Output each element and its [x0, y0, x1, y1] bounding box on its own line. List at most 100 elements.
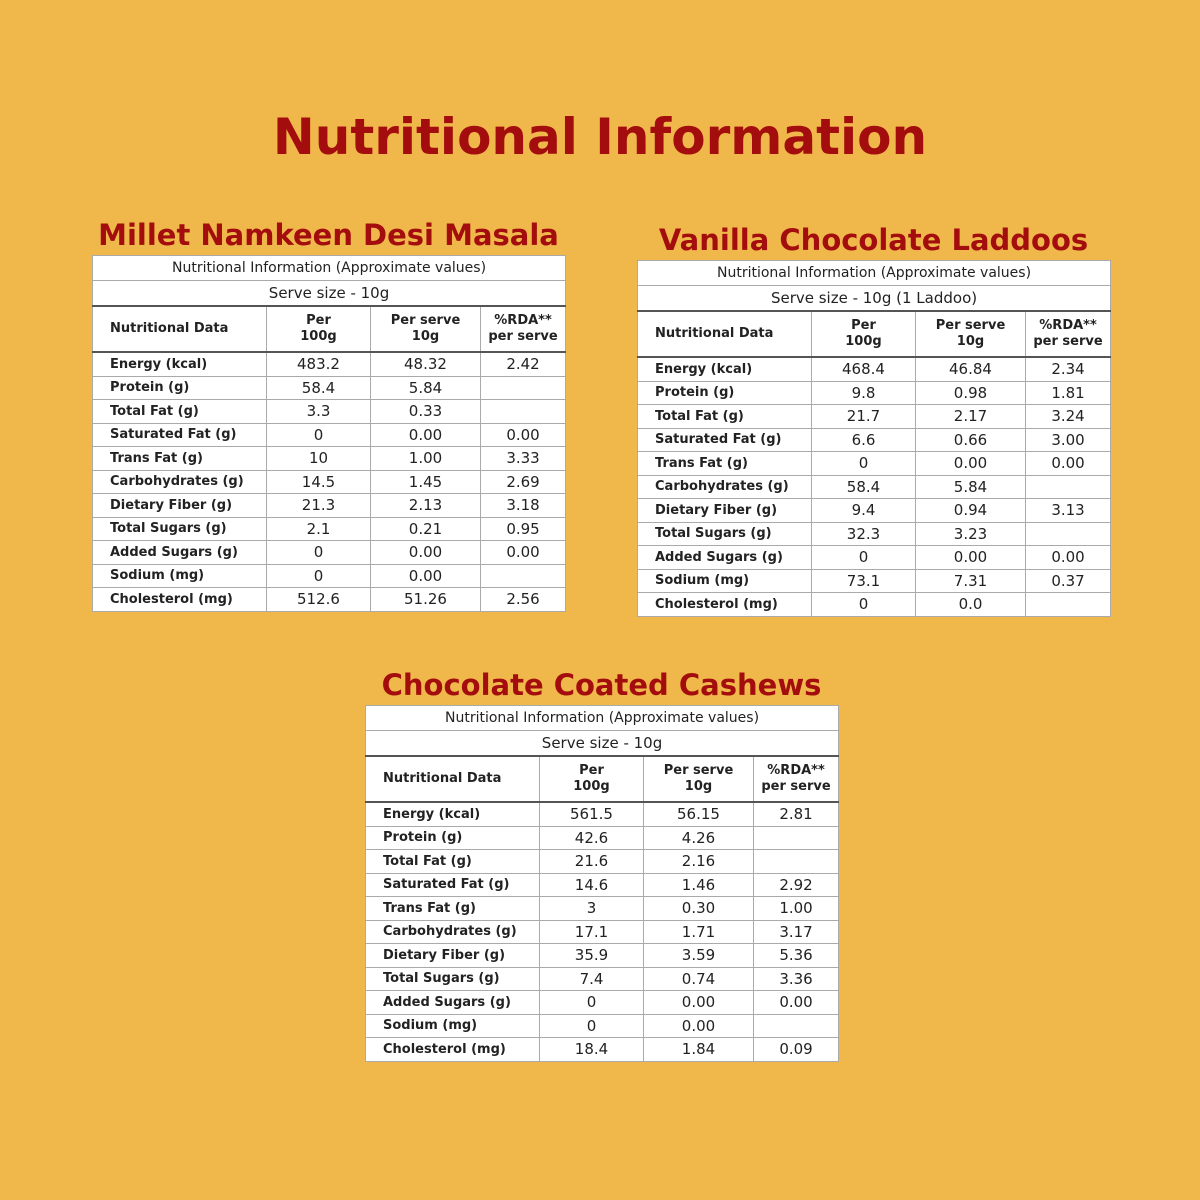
nutrition-table: Nutritional Information (Approximate val… [91, 255, 567, 612]
table-row: Dietary Fiber (g) 35.9 3.59 5.36 [365, 943, 840, 968]
table-row: Cholesterol (mg) 0 0.0 [637, 592, 1112, 617]
serve-row: Serve size - 10g [364, 730, 840, 757]
table-row: Dietary Fiber (g) 21.3 2.13 3.18 [92, 493, 567, 518]
header-line: Nutritional Data [383, 771, 502, 786]
table-row: Carbohydrates (g) 58.4 5.84 [637, 474, 1112, 499]
nutrient-value: 1.00 [370, 446, 481, 471]
serve-row: Serve size - 10g [91, 280, 567, 307]
nutrient-value [1024, 521, 1112, 546]
header-line: 100g [845, 334, 882, 349]
nutrient-value: 0.00 [643, 1013, 754, 1038]
column-header: Per 100g [811, 310, 916, 358]
nutrient-value: 0.00 [915, 545, 1026, 570]
serve-size: Serve size - 10g [91, 280, 567, 307]
nutrient-value: 9.4 [811, 498, 916, 523]
column-header: Per serve 10g [643, 755, 754, 803]
nutrient-value: 73.1 [811, 568, 916, 593]
nutrient-value: 2.17 [915, 404, 1026, 429]
nutrient-value: 2.34 [1024, 356, 1112, 382]
header-row: Nutritional Data Per 100g Per serve 10g %RDA*… [92, 305, 567, 353]
table-row: Sodium (mg) 73.1 7.31 0.37 [637, 568, 1112, 593]
nutrient-value: 58.4 [266, 375, 371, 400]
nutrient-value: 6.6 [811, 427, 916, 452]
nutrient-value: 35.9 [539, 943, 644, 968]
nutrient-value: 5.84 [370, 375, 481, 400]
table-row: Cholesterol (mg) 18.4 1.84 0.09 [365, 1037, 840, 1062]
header-line: per serve [761, 779, 831, 794]
header-line: 10g [411, 329, 440, 344]
nutrient-value: 0 [811, 545, 916, 570]
nutrient-value: 10 [266, 446, 371, 471]
nutrient-name: Protein (g) [92, 375, 267, 400]
column-header: Nutritional Data [637, 310, 812, 358]
table-row: Total Sugars (g) 32.3 3.23 [637, 521, 1112, 546]
column-header: Nutritional Data [365, 755, 540, 803]
table-row: Protein (g) 58.4 5.84 [92, 375, 567, 400]
nutrient-name: Sodium (mg) [365, 1013, 540, 1038]
nutrition-table: Nutritional Information (Approximate val… [636, 260, 1112, 617]
nutrient-name: Added Sugars (g) [365, 990, 540, 1015]
table-row: Energy (kcal) 468.4 46.84 2.34 [637, 356, 1112, 382]
column-header: Per 100g [539, 755, 644, 803]
nutrient-name: Cholesterol (mg) [92, 587, 267, 612]
header-line: Nutritional Data [110, 321, 229, 336]
nutrient-value: 0.09 [752, 1037, 840, 1062]
nutrient-value: 0.30 [643, 896, 754, 921]
nutrient-value: 0.00 [370, 540, 481, 565]
nutrient-name: Energy (kcal) [365, 801, 540, 827]
nutrient-value: 0 [266, 540, 371, 565]
table-body: Nutritional Information (Approximate val… [91, 255, 567, 612]
nutrient-value: 1.84 [643, 1037, 754, 1062]
header-line: Per serve [390, 313, 461, 328]
nutrient-name: Total Fat (g) [637, 404, 812, 429]
header-line: Per [851, 318, 876, 333]
nutrient-value: 2.42 [479, 351, 567, 377]
nutrient-value: 7.31 [915, 568, 1026, 593]
table-body: Nutritional Information (Approximate val… [364, 705, 840, 1062]
table-row: Saturated Fat (g) 6.6 0.66 3.00 [637, 427, 1112, 452]
nutrient-value: 2.92 [752, 872, 840, 897]
nutrient-value: 3.24 [1024, 404, 1112, 429]
nutrient-value: 0.0 [915, 592, 1026, 617]
nutrient-value: 0.21 [370, 516, 481, 541]
table-row: Saturated Fat (g) 0 0.00 0.00 [92, 422, 567, 447]
nutrient-value: 0.98 [915, 380, 1026, 405]
nutrient-value: 0 [266, 563, 371, 588]
nutrient-value: 17.1 [539, 919, 644, 944]
nutrient-value: 2.13 [370, 493, 481, 518]
table-caption: Nutritional Information (Approximate val… [91, 255, 567, 281]
nutrient-value: 0.95 [479, 516, 567, 541]
nutrient-value: 51.26 [370, 587, 481, 612]
nutrient-value [752, 825, 840, 850]
nutrient-value: 3.18 [479, 493, 567, 518]
nutrient-value: 3.3 [266, 399, 371, 424]
nutrient-value: 3 [539, 896, 644, 921]
nutrient-value: 21.6 [539, 849, 644, 874]
nutrient-name: Cholesterol (mg) [637, 592, 812, 617]
nutrient-value: 3.17 [752, 919, 840, 944]
table-row: Trans Fat (g) 10 1.00 3.33 [92, 446, 567, 471]
header-row: Nutritional Data Per 100g Per serve 10g %RDA*… [365, 755, 840, 803]
nutrient-name: Trans Fat (g) [637, 451, 812, 476]
caption-row: Nutritional Information (Approximate val… [364, 705, 840, 731]
nutrient-value: 2.69 [479, 469, 567, 494]
nutrient-value: 2.1 [266, 516, 371, 541]
header-line: Per serve [663, 763, 734, 778]
nutrient-name: Energy (kcal) [637, 356, 812, 382]
nutrient-value: 3.23 [915, 521, 1026, 546]
nutrient-value: 3.36 [752, 966, 840, 991]
nutrition-table: Nutritional Information (Approximate val… [364, 705, 840, 1062]
table-row: Total Sugars (g) 2.1 0.21 0.95 [92, 516, 567, 541]
header-line: per serve [488, 329, 558, 344]
nutrient-value: 1.71 [643, 919, 754, 944]
nutrient-value: 3.13 [1024, 498, 1112, 523]
table-row: Total Fat (g) 21.7 2.17 3.24 [637, 404, 1112, 429]
nutrient-value: 561.5 [539, 801, 644, 827]
header-line: %RDA** [1039, 318, 1097, 333]
serve-size: Serve size - 10g [364, 730, 840, 757]
header-line: Per serve [935, 318, 1006, 333]
header-line: Nutritional Data [655, 326, 774, 341]
nutrient-value: 0.74 [643, 966, 754, 991]
nutrient-value: 2.56 [479, 587, 567, 612]
